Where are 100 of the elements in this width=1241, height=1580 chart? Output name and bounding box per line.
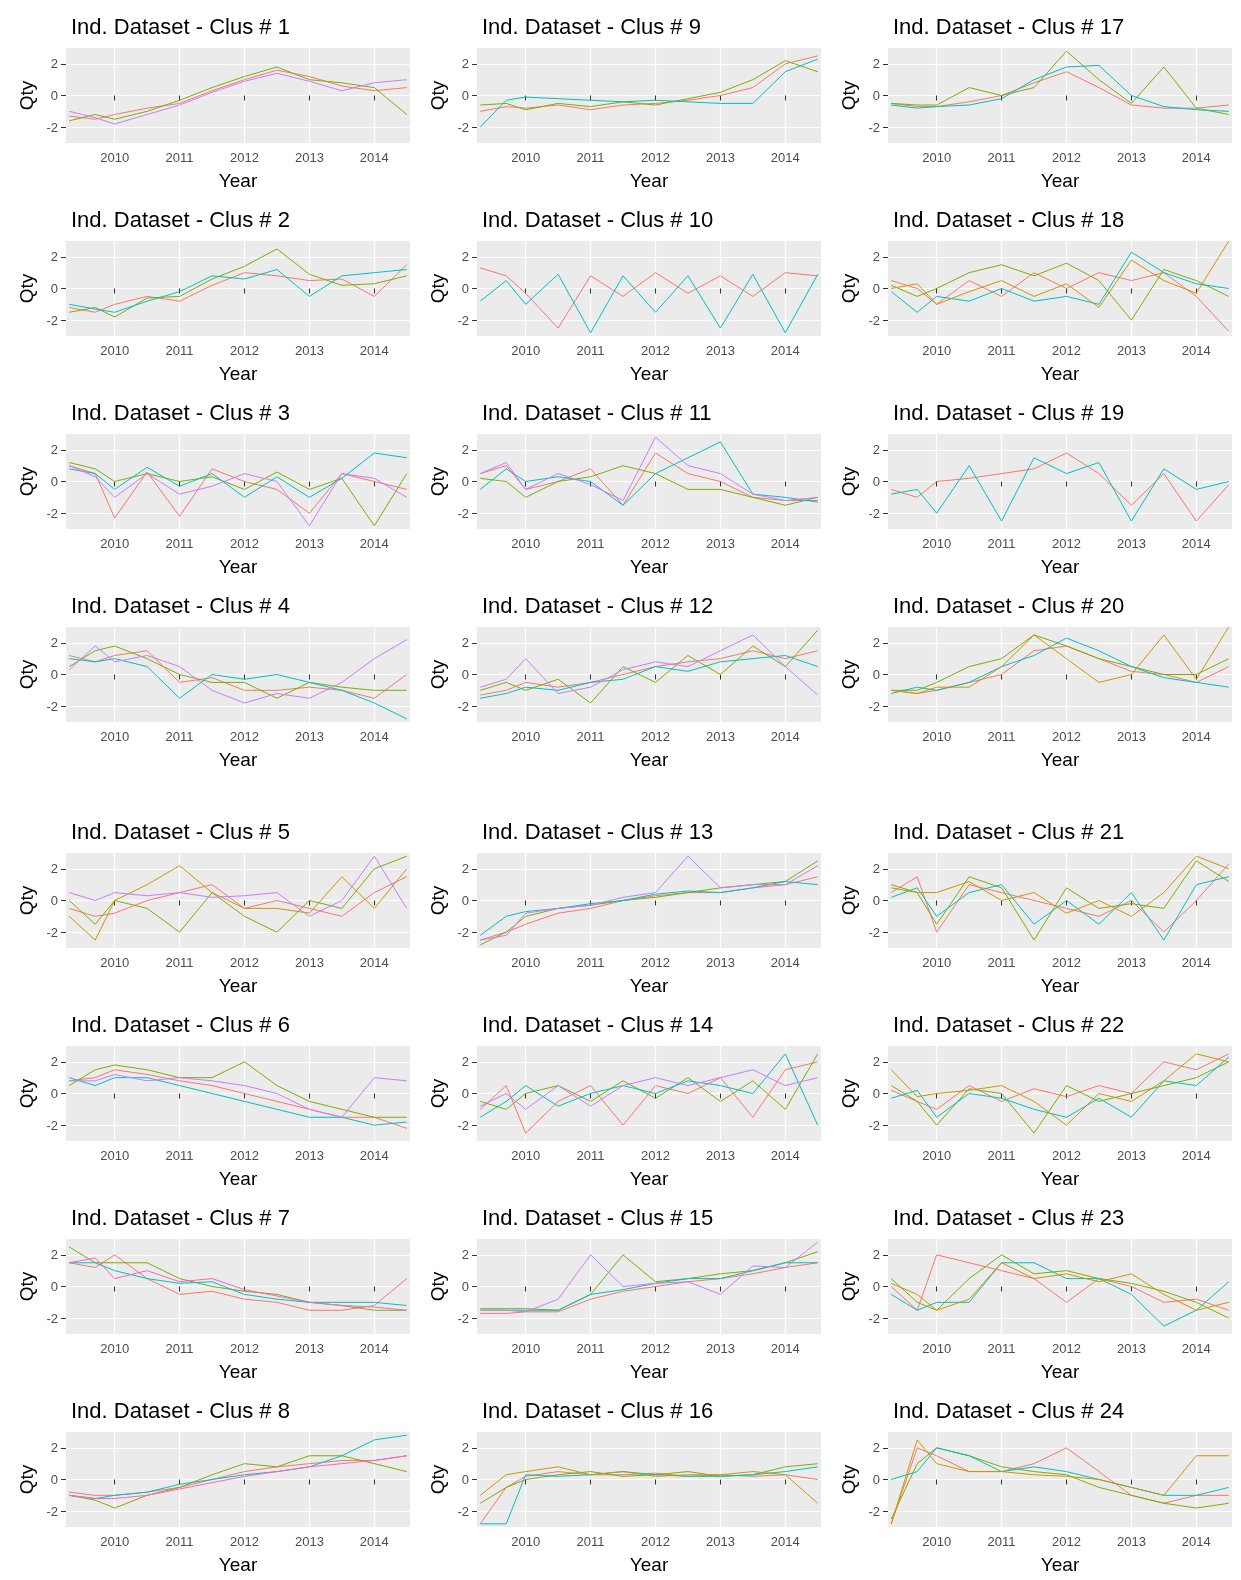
x-tick-label: 2010: [922, 729, 952, 744]
y-tick-label: 0: [872, 1279, 880, 1294]
y-tick-label: -2: [868, 1117, 880, 1133]
x-axis-title: Year: [218, 1554, 258, 1575]
chart-title: Ind. Dataset - Clus # 12: [482, 592, 714, 618]
x-tick-label: 2010: [922, 1534, 952, 1549]
x-tick-label: 2013: [1116, 150, 1146, 165]
x-tick-label: 2013: [1116, 729, 1146, 744]
line-series: [890, 251, 1230, 313]
chart-title: Ind. Dataset - Clus # 2: [71, 206, 290, 232]
y-tick-label: 0: [461, 667, 469, 682]
x-tick-label: 2014: [770, 150, 800, 165]
x-tick-label: 2010: [511, 1341, 541, 1356]
y-tick-label: 0: [50, 474, 58, 489]
line-series: [479, 452, 819, 506]
y-tick-label: -2: [46, 698, 58, 714]
chart-title: Ind. Dataset - Clus # 19: [893, 399, 1125, 425]
line-series: [890, 626, 1230, 694]
line-series: [479, 1053, 819, 1110]
chart-title: Ind. Dataset - Clus # 7: [71, 1204, 290, 1230]
line-series: [479, 58, 819, 128]
x-tick-label: 2013: [294, 150, 324, 165]
x-tick-label: 2010: [100, 150, 130, 165]
y-axis-title: Qty: [15, 659, 37, 690]
x-tick-label: 2011: [165, 729, 194, 744]
x-tick-label: 2013: [705, 1341, 735, 1356]
x-axis-title: Year: [629, 1168, 669, 1189]
x-tick-label: 2014: [359, 1148, 389, 1163]
y-tick-label: 2: [872, 861, 880, 877]
x-tick-label: 2013: [294, 1148, 324, 1163]
chart-title: Ind. Dataset - Clus # 1: [71, 13, 290, 39]
line-series: [68, 452, 408, 498]
y-axis-title: Qty: [15, 273, 37, 304]
x-tick-label: 2013: [294, 955, 324, 970]
y-axis-title: Qty: [15, 80, 37, 111]
y-tick-label: 2: [50, 861, 58, 877]
x-tick-label: 2012: [1052, 955, 1081, 970]
x-axis-title: Year: [1040, 749, 1080, 770]
y-axis-title: Qty: [426, 273, 448, 304]
y-tick-label: 2: [872, 56, 880, 72]
y-axis-title: Qty: [837, 1078, 859, 1109]
x-axis-title: Year: [629, 556, 669, 577]
y-axis-title: Qty: [15, 1271, 37, 1302]
x-tick-label: 2011: [987, 536, 1016, 551]
x-tick-label: 2010: [100, 729, 130, 744]
y-tick-label: -2: [868, 505, 880, 521]
line-series: [479, 267, 819, 329]
x-tick-label: 2012: [1052, 536, 1081, 551]
y-tick-label: -2: [457, 1503, 469, 1519]
x-tick-label: 2012: [641, 729, 670, 744]
y-axis-title: Qty: [426, 466, 448, 497]
y-tick-label: 0: [872, 893, 880, 908]
x-tick-label: 2012: [641, 1341, 670, 1356]
x-tick-label: 2010: [100, 1534, 130, 1549]
x-tick-label: 2013: [705, 1534, 735, 1549]
x-tick-label: 2013: [705, 729, 735, 744]
x-tick-label: 2014: [1181, 955, 1211, 970]
x-tick-label: 2011: [987, 1341, 1016, 1356]
y-tick-label: 2: [872, 1247, 880, 1263]
x-tick-label: 2010: [922, 343, 952, 358]
y-tick-label: 2: [461, 56, 469, 72]
x-tick-label: 2012: [230, 1148, 259, 1163]
chart-title: Ind. Dataset - Clus # 8: [71, 1397, 290, 1423]
y-tick-label: 0: [872, 667, 880, 682]
y-tick-label: 0: [872, 474, 880, 489]
y-axis-title: Qty: [15, 466, 37, 497]
x-tick-label: 2011: [576, 343, 605, 358]
x-tick-label: 2011: [987, 1148, 1016, 1163]
x-tick-label: 2014: [1181, 343, 1211, 358]
line-series: [479, 1053, 819, 1126]
x-axis-title: Year: [218, 170, 258, 191]
x-tick-label: 2013: [294, 1341, 324, 1356]
line-series: [479, 273, 819, 334]
y-axis-title: Qty: [426, 885, 448, 916]
x-tick-label: 2014: [359, 729, 389, 744]
x-axis-title: Year: [1040, 1361, 1080, 1382]
y-tick-label: 2: [872, 1440, 880, 1456]
x-axis-title: Year: [218, 975, 258, 996]
y-tick-label: 2: [461, 1440, 469, 1456]
y-axis-title: Qty: [837, 80, 859, 111]
line-series: [479, 1069, 819, 1110]
x-tick-label: 2010: [511, 955, 541, 970]
y-axis-title: Qty: [426, 80, 448, 111]
x-tick-label: 2012: [230, 343, 259, 358]
line-series: [890, 1053, 1230, 1110]
x-tick-label: 2012: [1052, 1341, 1081, 1356]
chart-title: Ind. Dataset - Clus # 23: [893, 1204, 1125, 1230]
x-tick-label: 2014: [359, 150, 389, 165]
x-tick-label: 2013: [294, 1534, 324, 1549]
y-tick-label: 0: [50, 1279, 58, 1294]
x-tick-label: 2011: [165, 343, 194, 358]
line-series: [890, 262, 1230, 321]
x-tick-label: 2012: [230, 955, 259, 970]
chart-title: Ind. Dataset - Clus # 13: [482, 818, 714, 844]
y-axis-title: Qty: [837, 466, 859, 497]
y-tick-label: -2: [46, 1503, 58, 1519]
y-tick-label: 2: [461, 861, 469, 877]
x-tick-label: 2012: [1052, 729, 1081, 744]
x-tick-label: 2013: [1116, 955, 1146, 970]
chart-title: Ind. Dataset - Clus # 3: [71, 399, 290, 425]
